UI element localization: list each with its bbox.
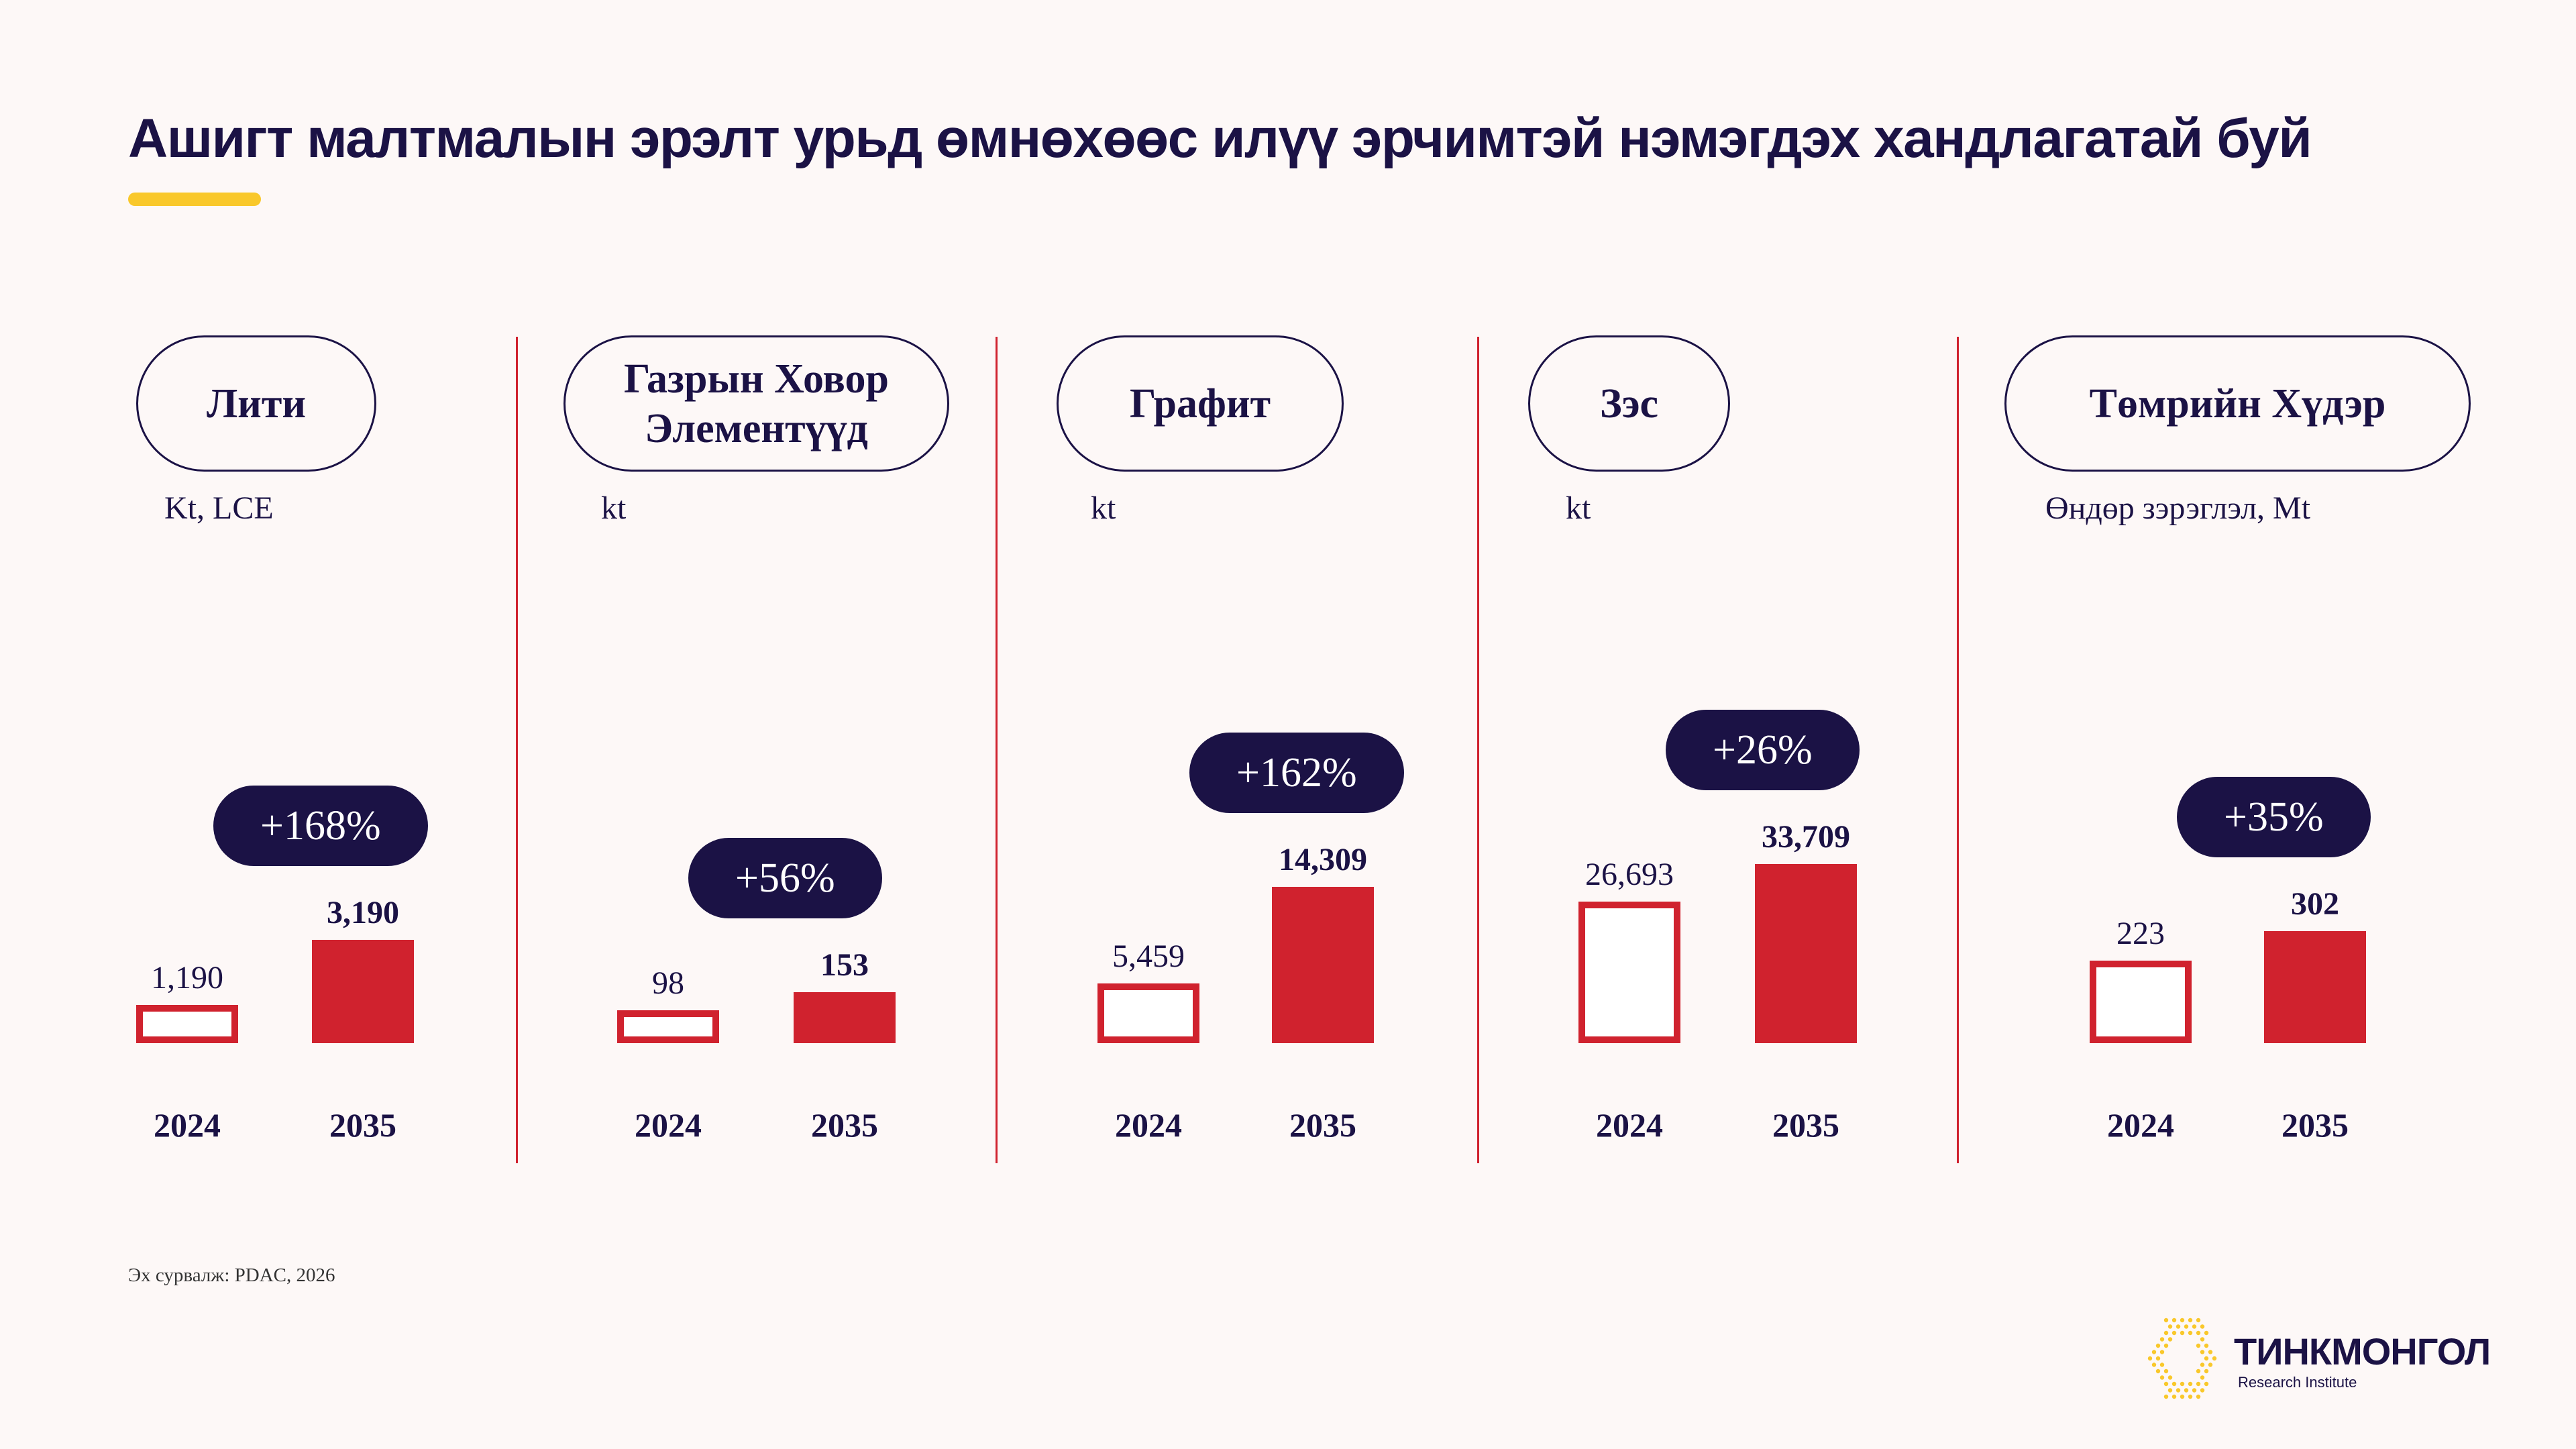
bar-2024 [617,1010,719,1043]
value-label-2024: 98 [652,965,684,1002]
value-label-2035: 3,190 [327,895,399,930]
unit-label: Kt, LCE [164,490,274,526]
value-label-2024: 1,190 [151,959,223,996]
bar-2024 [2090,960,2192,1043]
unit-label: Өндөр зэрэглэл, Mt [2045,490,2311,526]
year-label: 2035 [1289,1106,1356,1144]
mineral-title-pill: Төмрийн Хүдэр [2004,335,2471,472]
year-label: 2024 [154,1106,221,1144]
logo: ТИНКМОНГОЛ Research Institute [2140,1315,2491,1402]
bar-2035 [1755,864,1857,1043]
year-label: 2024 [635,1106,702,1144]
page-title: Ашигт малтмалын эрэлт урьд өмнөхөөс илүү… [128,108,2312,169]
year-label: 2024 [1596,1106,1663,1144]
year-label: 2035 [811,1106,878,1144]
bar-2024 [1578,901,1680,1043]
change-badge: +162% [1189,733,1404,813]
value-label-2035: 33,709 [1762,819,1850,855]
value-label-2035: 153 [820,947,869,983]
logo-subtitle: Research Institute [2238,1374,2357,1391]
bar-2024 [1097,983,1199,1043]
year-label: 2035 [1772,1106,1839,1144]
logo-name: ТИНКМОНГОЛ [2234,1330,2491,1373]
source-note: Эх сурвалж: PDAC, 2026 [128,1265,335,1286]
unit-label: kt [1566,490,1591,526]
mineral-title-pill: Графит [1057,335,1344,472]
value-label-2024: 26,693 [1585,856,1674,892]
year-label: 2024 [2107,1106,2174,1144]
bar-2035 [1272,887,1374,1043]
year-label: 2024 [1115,1106,1182,1144]
bar-2035 [2264,931,2366,1043]
panel-divider [996,337,998,1163]
hexagon-dots-icon [2147,1318,2217,1399]
change-badge: +56% [688,838,882,918]
bar-2035 [794,992,896,1043]
mineral-title-pill: Лити [136,335,376,472]
panel-divider [1957,337,1959,1163]
change-badge: +35% [2177,777,2371,857]
mineral-title-pill: Зэс [1528,335,1730,472]
bar-2024 [136,1004,238,1043]
title-accent-bar [128,193,261,206]
value-label-2035: 14,309 [1279,842,1367,877]
change-badge: +168% [213,786,428,866]
change-badge: +26% [1666,710,1860,790]
year-label: 2035 [2282,1106,2349,1144]
unit-label: kt [601,490,627,526]
value-label-2024: 223 [2116,915,2165,951]
panel-divider [516,337,518,1163]
value-label-2024: 5,459 [1112,938,1185,975]
value-label-2035: 302 [2291,886,2339,922]
unit-label: kt [1091,490,1116,526]
mineral-title-pill: Газрын Ховор Элементүүд [564,335,949,472]
panel-divider [1477,337,1479,1163]
year-label: 2035 [329,1106,396,1144]
bar-2035 [312,940,414,1043]
